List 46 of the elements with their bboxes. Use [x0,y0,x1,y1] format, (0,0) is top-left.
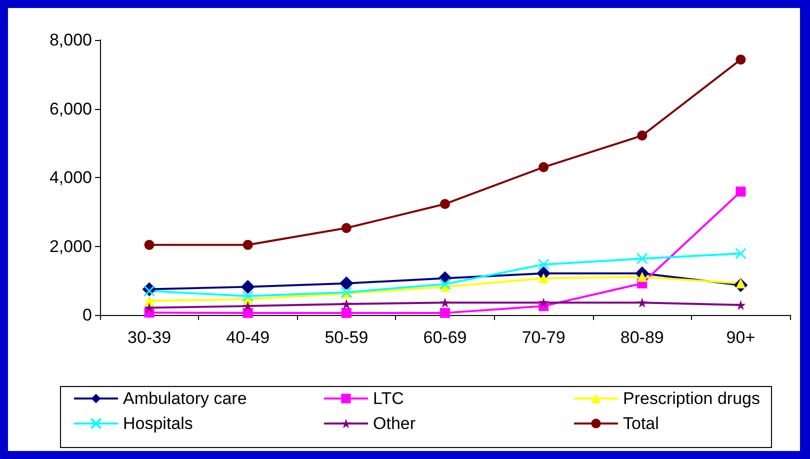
point [734,248,746,260]
point [736,186,746,197]
y-tick-label: 8,000 [49,30,92,50]
point [636,252,648,264]
point [637,130,648,141]
y-tick-label: 6,000 [49,99,92,118]
point [144,302,154,313]
point [440,198,450,209]
point [538,258,550,270]
point [144,240,154,250]
point [440,298,450,308]
legend-label: LTC [373,389,404,408]
x-tick-label: 40-49 [226,328,270,347]
point [538,298,549,308]
y-tick-label: 0 [82,306,92,324]
point [439,278,451,290]
point [144,296,154,306]
point [242,301,253,312]
point [736,300,746,310]
point [242,308,253,318]
point [341,299,352,309]
point [538,273,549,284]
x-tick-label: 60-69 [423,328,467,347]
legend-label: Total [623,414,659,433]
x-tick-label: 90+ [726,328,756,347]
legend-label: Prescription drugs [623,389,760,408]
point [339,276,354,290]
point [240,280,255,294]
legend-label: Hospitals [123,414,193,433]
point [242,240,253,250]
point [538,162,549,172]
x-tick-label: 70-79 [522,328,566,347]
point [144,285,156,297]
point [341,308,352,318]
y-tick-label: 4,000 [49,168,92,187]
legend-label: Ambulatory care [123,389,247,408]
x-tick-label: 80-89 [620,328,664,347]
x-tick-label: 50-59 [324,328,368,347]
point [242,290,254,302]
x-tick-label: 30-39 [128,328,172,347]
point [440,308,450,318]
point [341,223,352,234]
point [637,298,648,308]
legend-label: Other [373,414,416,433]
y-tick-label: 2,000 [49,236,92,256]
point [736,54,746,65]
